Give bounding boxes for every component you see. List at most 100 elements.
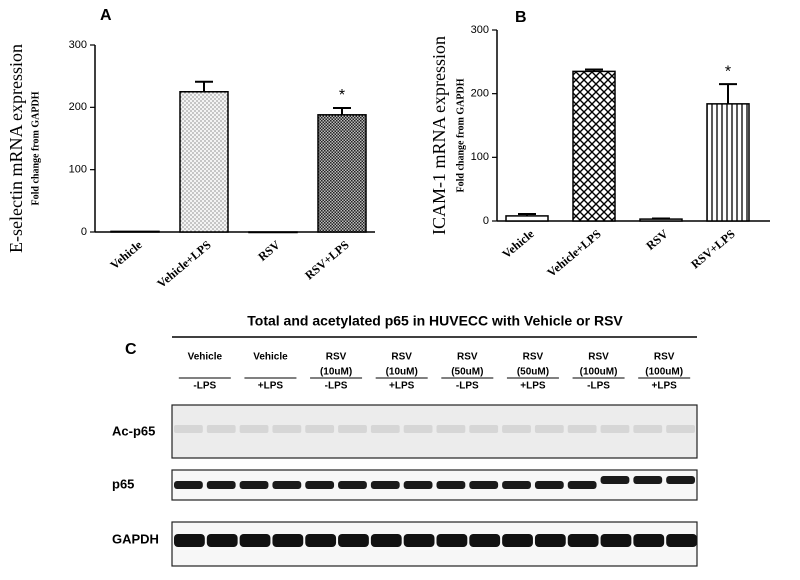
band — [239, 425, 269, 433]
band — [567, 534, 599, 547]
y-tick-label: 100 — [471, 151, 489, 163]
band — [206, 534, 238, 547]
lane-label: (50uM) — [517, 367, 549, 378]
lane-label: (100uM) — [645, 367, 683, 378]
lane-label: +LPS — [389, 381, 415, 392]
x-tick-label: Vehicle+LPS — [544, 226, 604, 279]
panel-letter: A — [100, 7, 112, 24]
band — [469, 534, 501, 547]
lane-label: Vehicle — [188, 352, 223, 363]
lane-label: +LPS — [652, 381, 678, 392]
x-tick-label: Vehicle+LPS — [154, 237, 214, 290]
lane-label: (10uM) — [386, 367, 418, 378]
band — [174, 534, 205, 547]
y-tick-label: 100 — [69, 164, 87, 176]
row-label: GAPDH — [112, 531, 159, 546]
row-label: Ac-p65 — [112, 423, 155, 438]
band — [239, 534, 271, 547]
band — [534, 534, 566, 547]
band — [600, 534, 632, 547]
lane-label: RSV — [391, 352, 412, 363]
panel-letter: B — [515, 9, 527, 26]
band — [436, 534, 468, 547]
band — [305, 534, 337, 547]
lane-label: -LPS — [456, 381, 479, 392]
bar — [179, 91, 229, 233]
y-tick-label: 300 — [471, 24, 489, 36]
band — [633, 425, 663, 433]
band — [502, 481, 531, 489]
panel-letter: C — [125, 341, 137, 358]
band — [338, 481, 367, 489]
band — [469, 425, 499, 433]
x-tick-label: RSV+LPS — [688, 226, 738, 271]
band — [403, 425, 433, 433]
band — [370, 425, 400, 433]
band — [338, 534, 369, 547]
band — [567, 481, 597, 489]
x-tick-label: Vehicle — [499, 226, 537, 261]
band — [534, 425, 564, 433]
band — [469, 481, 499, 489]
row-label: p65 — [112, 476, 134, 491]
y-axis-label: ICAM-1 mRNA expression — [429, 36, 449, 235]
y-tick-label: 0 — [483, 215, 489, 227]
bar — [505, 215, 549, 222]
lane-label: Vehicle — [253, 352, 288, 363]
band — [174, 425, 203, 433]
lane-label: +LPS — [520, 381, 546, 392]
bar — [110, 230, 160, 233]
band — [633, 476, 663, 484]
band — [403, 534, 435, 547]
significance-mark: * — [725, 63, 731, 80]
lane-label: +LPS — [258, 381, 284, 392]
band — [502, 425, 531, 433]
y-tick-label: 300 — [69, 39, 87, 51]
bar — [248, 231, 298, 234]
band — [272, 425, 302, 433]
band — [239, 481, 269, 489]
lane-label: -LPS — [193, 381, 216, 392]
band — [567, 425, 597, 433]
lane-label: (100uM) — [580, 367, 618, 378]
band — [174, 481, 203, 489]
lane-label: -LPS — [587, 381, 610, 392]
band — [666, 425, 695, 433]
band — [206, 481, 236, 489]
band — [436, 481, 466, 489]
bar — [706, 103, 750, 222]
band — [272, 481, 302, 489]
band — [206, 425, 236, 433]
band — [600, 476, 630, 484]
band — [370, 534, 402, 547]
band — [305, 481, 335, 489]
x-tick-label: RSV — [643, 226, 671, 252]
band — [502, 534, 533, 547]
band — [370, 481, 400, 489]
blot-title: Total and acetylated p65 in HUVECC with … — [247, 313, 623, 329]
band — [666, 534, 697, 547]
band — [436, 425, 466, 433]
lane-label: RSV — [588, 352, 609, 363]
lane-label: RSV — [523, 352, 544, 363]
lane-label: RSV — [654, 352, 675, 363]
bar — [317, 114, 367, 233]
band — [305, 425, 335, 433]
y-tick-label: 200 — [69, 101, 87, 113]
x-tick-label: RSV — [255, 237, 283, 263]
y-tick-label: 200 — [471, 88, 489, 100]
y-axis-sublabel: Fold change from GAPDH — [30, 91, 41, 205]
x-tick-label: Vehicle — [107, 237, 145, 272]
y-axis-label: E-selectin mRNA expression — [6, 44, 26, 253]
band — [534, 481, 564, 489]
lane-label: RSV — [457, 352, 478, 363]
x-tick-label: RSV+LPS — [302, 237, 352, 282]
lane-label: (10uM) — [320, 367, 352, 378]
band — [338, 425, 367, 433]
significance-mark: * — [339, 87, 345, 104]
y-axis-sublabel: Fold change from GAPDH — [455, 78, 466, 192]
bar — [572, 70, 616, 222]
band — [600, 425, 630, 433]
lane-label: (50uM) — [451, 367, 483, 378]
